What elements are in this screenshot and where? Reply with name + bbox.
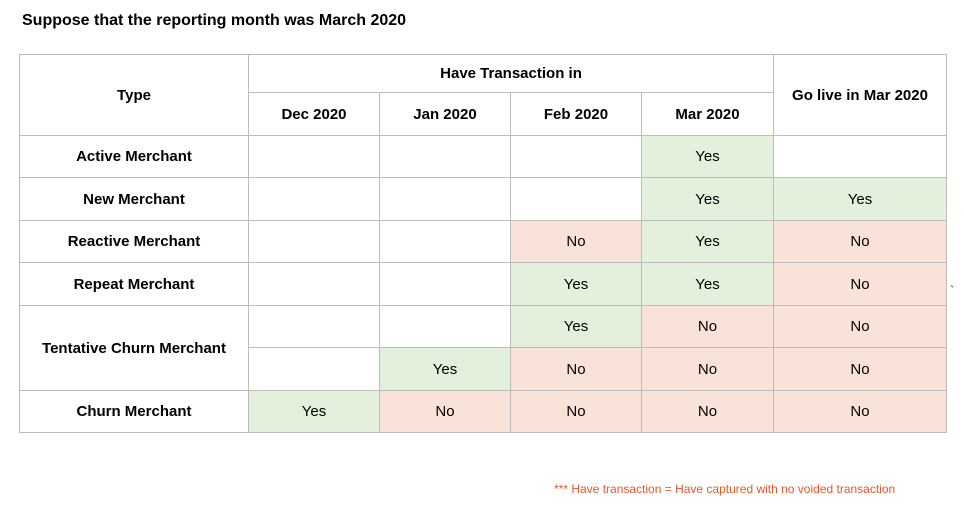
type-cell: Churn Merchant: [19, 390, 249, 433]
table-cell: [379, 262, 511, 306]
merchant-type-table: Type Have Transaction in Go live in Mar …: [19, 54, 947, 433]
table-cell: [248, 220, 380, 263]
table-cell: Yes: [379, 347, 511, 391]
table-cell: [248, 347, 380, 391]
table-cell: No: [379, 390, 511, 433]
table-cell: [248, 262, 380, 306]
table-cell: No: [641, 390, 774, 433]
table-cell: Yes: [773, 177, 947, 221]
footnote: *** Have transaction = Have captured wit…: [554, 482, 896, 496]
table-cell: [379, 305, 511, 348]
table-cell: Yes: [248, 390, 380, 433]
table-cell: No: [641, 305, 774, 348]
table-cell: Yes: [641, 177, 774, 221]
table-cell: [510, 135, 642, 178]
table-row: Yes No No No: [20, 347, 947, 391]
table-cell: [379, 135, 511, 178]
table-row: Repeat Merchant Yes Yes No: [19, 262, 947, 306]
type-cell: New Merchant: [19, 177, 249, 221]
month-header: Dec 2020: [248, 92, 380, 136]
golive-header: Go live in Mar 2020: [773, 54, 947, 136]
table-cell: Yes: [641, 220, 774, 263]
table-row: New Merchant Yes Yes: [19, 177, 947, 221]
table-cell: [773, 135, 947, 178]
month-header: Mar 2020: [641, 92, 774, 136]
table-cell: Yes: [641, 135, 774, 178]
table-row: Tentative Churn Merchant Yes No No: [19, 305, 947, 391]
have-transaction-header: Have Transaction in: [248, 54, 774, 93]
table-cell: No: [641, 347, 774, 391]
table-cell: [510, 177, 642, 221]
month-header: Jan 2020: [379, 92, 511, 136]
table-cell: [248, 135, 380, 178]
type-header: Type: [19, 54, 249, 136]
table-cell: No: [510, 220, 642, 263]
table-row: Active Merchant Yes: [19, 135, 947, 178]
month-header: Feb 2020: [510, 92, 642, 136]
type-cell: Reactive Merchant: [19, 220, 249, 263]
table-cell: [248, 305, 380, 348]
type-cell: Repeat Merchant: [19, 262, 249, 306]
table-cell: Yes: [510, 305, 642, 348]
table-cell: No: [773, 220, 947, 263]
type-cell: Active Merchant: [19, 135, 249, 178]
table-cell: No: [510, 347, 642, 391]
table-cell: No: [773, 347, 947, 391]
table-cell: [248, 177, 380, 221]
table-cell: [379, 177, 511, 221]
table-row: Reactive Merchant No Yes No: [19, 220, 947, 263]
table-cell: No: [773, 262, 947, 306]
table-row: Churn Merchant Yes No No No No: [19, 390, 947, 433]
table-cell: Yes: [641, 262, 774, 306]
table-cell: No: [773, 390, 947, 433]
table-cell: No: [773, 305, 947, 348]
page-title: Suppose that the reporting month was Mar…: [22, 12, 407, 29]
table-cell: [379, 220, 511, 263]
table-cell: No: [510, 390, 642, 433]
type-cell: Tentative Churn Merchant: [19, 305, 249, 391]
table-cell: Yes: [510, 262, 642, 306]
stray-mark: `: [950, 283, 955, 298]
